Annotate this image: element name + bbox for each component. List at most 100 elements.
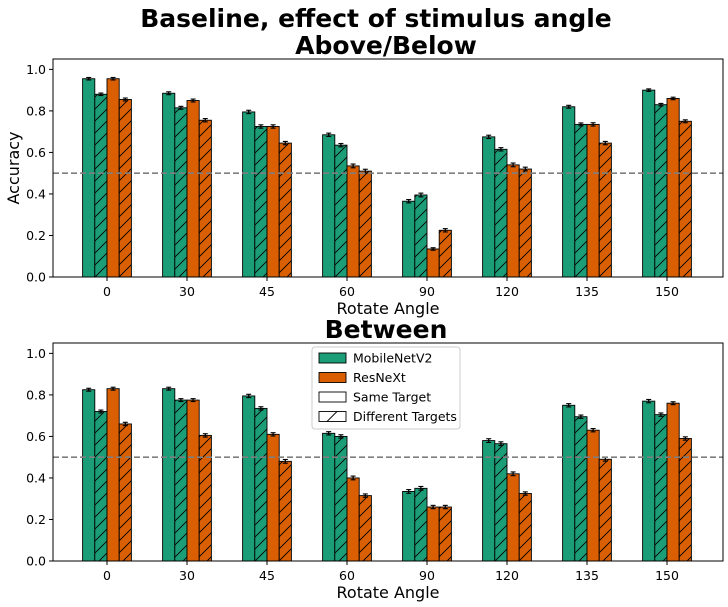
error-bar xyxy=(86,76,92,81)
bar-hatch-overlay xyxy=(599,459,612,561)
bar-hatch-overlay xyxy=(359,495,372,561)
error-bar xyxy=(646,88,652,92)
bar-hatch-overlay xyxy=(94,411,107,561)
bar-mobilenet-same-60 xyxy=(322,134,336,278)
bar-resnext-same-45 xyxy=(266,126,280,278)
bar-resnext-same-0 xyxy=(106,78,120,278)
bar-resnext-same-150 xyxy=(666,402,680,562)
bar-hatch-overlay xyxy=(199,120,212,277)
error-bar xyxy=(98,409,104,414)
bar-mobilenet-same-45 xyxy=(242,111,256,278)
bar-hatch-overlay xyxy=(679,121,692,278)
error-bar xyxy=(246,393,252,399)
x-tick-label: 135 xyxy=(575,284,599,299)
chart-title-bottom: Between xyxy=(325,315,448,344)
error-bar xyxy=(110,386,116,391)
bar-hatch-overlay xyxy=(574,416,587,561)
error-bar xyxy=(578,122,584,127)
y-tick-label: 1.0 xyxy=(26,346,46,361)
error-bar xyxy=(442,228,448,233)
x-tick-label: 30 xyxy=(179,284,195,299)
x-tick-label: 60 xyxy=(339,568,355,583)
error-bar xyxy=(258,406,264,411)
x-tick-label: 45 xyxy=(259,284,275,299)
error-bar xyxy=(522,166,528,172)
bar-mobilenet-same-30 xyxy=(162,388,176,562)
bar-hatch-overlay xyxy=(334,145,347,277)
bar-resnext-same-60 xyxy=(346,165,360,278)
error-bar xyxy=(258,124,264,129)
x-tick-label: 0 xyxy=(103,568,111,583)
bar-hatch-overlay xyxy=(414,488,427,561)
bar-hatch-overlay xyxy=(254,408,267,561)
bar-mobilenet-same-90 xyxy=(402,200,416,278)
error-bar xyxy=(270,124,276,129)
bar-resnext-same-60 xyxy=(346,477,360,562)
y-tick-label: 0.8 xyxy=(26,103,46,118)
error-bar xyxy=(406,489,412,494)
chart-between: 0.0 0.2 0.4 0.6 0.8 1.0 0 30 45 60 90 120 135 150 Rota… xyxy=(26,342,724,602)
error-bar xyxy=(110,76,116,81)
x-axis-label: Rotate Angle xyxy=(337,299,440,318)
bar-hatch-overlay xyxy=(599,143,612,277)
error-bar xyxy=(418,485,424,491)
legend: MobileNetV2 ResNeXt Same Target Different T… xyxy=(311,346,461,430)
figure-title: Baseline, effect of stimulus angle xyxy=(140,4,612,33)
error-bar xyxy=(282,140,288,146)
legend-label: Different Targets xyxy=(353,409,457,424)
error-bar xyxy=(98,92,104,97)
x-tick-label: 90 xyxy=(419,284,435,299)
bar-hatch-overlay xyxy=(494,443,507,561)
error-bar xyxy=(178,105,184,110)
error-bar xyxy=(486,438,492,443)
legend-swatch-resnext xyxy=(318,372,347,383)
bar-hatch-overlay xyxy=(494,149,507,277)
bar-mobilenet-same-90 xyxy=(402,490,416,562)
bar-resnext-same-120 xyxy=(506,164,520,278)
error-bar xyxy=(670,96,676,101)
x-tick-label: 90 xyxy=(419,568,435,583)
x-tick-label: 120 xyxy=(495,284,519,299)
bar-resnext-same-30 xyxy=(186,399,200,562)
error-bar xyxy=(350,475,356,481)
bar-hatch-overlay xyxy=(119,99,132,277)
error-bar xyxy=(682,119,688,124)
error-bar xyxy=(166,91,172,96)
error-bar xyxy=(590,122,596,127)
error-bar xyxy=(486,134,492,140)
y-tick-label: 1.0 xyxy=(26,62,46,77)
error-bar xyxy=(566,104,572,109)
error-bar xyxy=(498,441,504,447)
y-tick-label: 0.4 xyxy=(26,186,46,201)
chart-title-top: Above/Below xyxy=(295,31,477,60)
x-tick-label: 30 xyxy=(179,568,195,583)
error-bar xyxy=(658,412,664,417)
error-bar xyxy=(590,427,596,433)
bar-hatch-overlay xyxy=(174,400,187,561)
x-tick-label: 150 xyxy=(655,568,679,583)
bar-resnext-same-0 xyxy=(106,388,120,562)
bar-mobilenet-same-30 xyxy=(162,92,176,278)
bar-mobilenet-same-60 xyxy=(322,432,336,562)
error-bar xyxy=(510,162,516,168)
y-tick-label: 0.2 xyxy=(26,228,46,243)
bar-mobilenet-same-135 xyxy=(562,404,576,562)
error-bar xyxy=(190,398,196,403)
bar-hatch-overlay xyxy=(439,230,452,277)
legend-hatch-mark xyxy=(326,411,338,422)
error-bar xyxy=(326,132,332,137)
y-tick-label: 0.0 xyxy=(26,270,46,285)
bar-resnext-same-30 xyxy=(186,100,200,278)
y-axis-label: Accuracy xyxy=(4,131,23,204)
bar-resnext-same-45 xyxy=(266,433,280,562)
bar-resnext-same-150 xyxy=(666,97,680,278)
error-bar xyxy=(166,386,172,391)
legend-label: Same Target xyxy=(353,390,431,405)
legend-swatch-mobilenet xyxy=(318,352,347,364)
bar-mobilenet-same-45 xyxy=(242,395,256,562)
error-bar xyxy=(418,192,424,198)
chart-above-below: 0.0 0.2 0.4 0.6 0.8 1.0 0 30 45 60 90 120 135 150 Rota… xyxy=(4,58,724,318)
axes-frame xyxy=(52,342,724,562)
bar-hatch-overlay xyxy=(334,436,347,561)
